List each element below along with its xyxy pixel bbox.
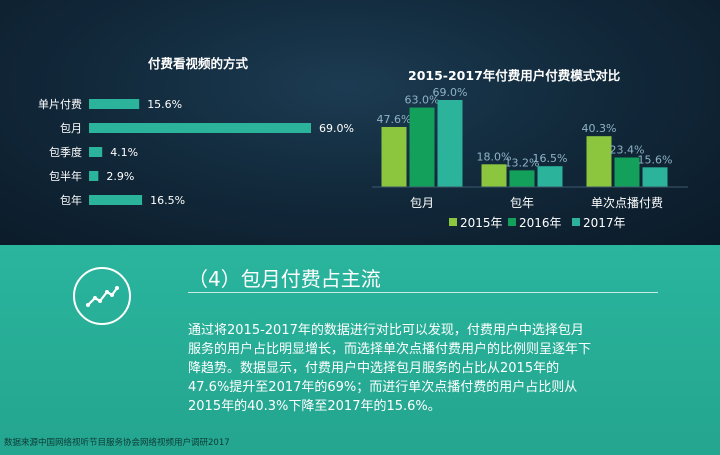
data-label: 15.6%: [147, 98, 182, 111]
bar: [614, 157, 640, 187]
bar: [537, 166, 563, 187]
legend-label: 2016年: [519, 216, 562, 230]
bar: [437, 100, 463, 187]
category-label: 包年: [60, 193, 82, 207]
category-label: 包季度: [49, 145, 82, 159]
legend-label: 2015年: [460, 216, 503, 230]
data-label: 40.3%: [582, 122, 617, 135]
data-label: 2.9%: [106, 170, 134, 183]
bar: [409, 107, 435, 187]
data-label: 18.0%: [477, 150, 512, 163]
data-label: 69.0%: [319, 122, 354, 135]
data-label: 69.0%: [433, 86, 468, 99]
left-chart-title: 付费看视频的方式: [148, 56, 249, 71]
bar: [586, 136, 612, 187]
data-label: 4.1%: [110, 146, 138, 159]
trend-icon-circle: [73, 267, 131, 325]
payment-method-bar-chart: 单片付费 15.6% 包月 69.0% 包季度 4.1% 包半年 2.9% 包年 16.5%: [38, 98, 354, 207]
bar: [509, 170, 535, 187]
data-label: 16.5%: [533, 152, 568, 165]
summary-line: 通过将2015-2017年的数据进行对比可以发现，付费用户中选择包月: [188, 323, 584, 338]
bar: [642, 167, 668, 187]
bar: [481, 164, 507, 187]
trend-line-icon: [86, 286, 119, 307]
summary-line: 47.6%提升至2017年的69%；而进行单次点播付费的用户占比则从: [188, 380, 578, 395]
summary-paragraph: 通过将2015-2017年的数据进行对比可以发现，付费用户中选择包月 服务的用户…: [188, 321, 688, 416]
data-label: 16.5%: [150, 194, 185, 207]
bar: [89, 147, 103, 157]
bar: [89, 123, 311, 133]
title-divider: [188, 292, 658, 293]
bar: [89, 195, 143, 205]
category-label: 包月: [60, 122, 82, 135]
payment-model-comparison-chart: 47.6% 63.0%69.0% 包月 18.0%13.2%16.5% 包年 40.3% 2…: [372, 86, 688, 230]
section-title: （4）包月付费占主流: [188, 267, 381, 291]
data-label: 23.4%: [610, 143, 645, 156]
summary-line: 降趋势。数据显示，付费用户中选择包月服务的占比从2015年的: [188, 361, 560, 376]
category-label: 包年: [510, 196, 534, 210]
bar: [89, 171, 99, 181]
bar: [89, 99, 140, 109]
category-label: 单片付费: [38, 98, 82, 111]
data-label: 13.2%: [505, 156, 540, 169]
summary-line: 2015年的40.3%下降至2017年的15.6%。: [188, 399, 441, 414]
legend-label: 2017年: [583, 216, 626, 230]
right-chart-title: 2015-2017年付费用户付费模式对比: [408, 68, 621, 83]
summary-line: 服务的用户占比明显增长，而选择单次点播付费用户的比例则呈逐年下: [188, 342, 592, 357]
data-label: 63.0%: [405, 94, 440, 107]
data-label: 15.6%: [638, 153, 673, 166]
bar: [381, 126, 407, 187]
data-label: 47.6%: [377, 113, 412, 126]
legend-swatch: [572, 218, 580, 226]
category-label: 包月: [410, 196, 434, 210]
category-label: 单次点播付费: [591, 196, 663, 210]
legend-swatch: [449, 218, 457, 226]
legend-swatch: [508, 218, 516, 226]
category-label: 包半年: [49, 169, 82, 183]
data-source-note: 数据来源中国网络视听节目服务协会网络视频用户调研2017: [4, 438, 230, 448]
